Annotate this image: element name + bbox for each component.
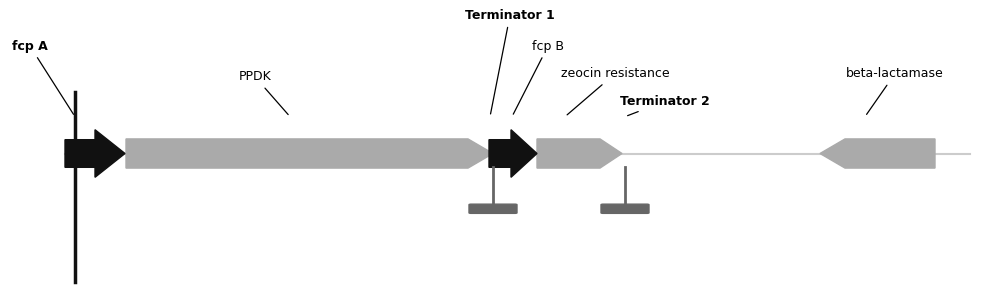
Text: fcp A: fcp A [12, 40, 74, 114]
Text: zeocin resistance: zeocin resistance [561, 67, 669, 115]
Text: PPDK: PPDK [239, 70, 288, 115]
Text: Terminator 1: Terminator 1 [465, 9, 555, 114]
Text: beta-lactamase: beta-lactamase [846, 67, 944, 115]
Text: Terminator 2: Terminator 2 [620, 95, 710, 116]
Text: fcp B: fcp B [513, 40, 564, 114]
FancyArrow shape [537, 139, 622, 168]
FancyArrow shape [126, 139, 493, 168]
FancyBboxPatch shape [601, 204, 649, 213]
FancyBboxPatch shape [469, 204, 517, 213]
FancyArrow shape [820, 139, 935, 168]
FancyArrow shape [489, 130, 537, 177]
FancyArrow shape [65, 130, 125, 177]
